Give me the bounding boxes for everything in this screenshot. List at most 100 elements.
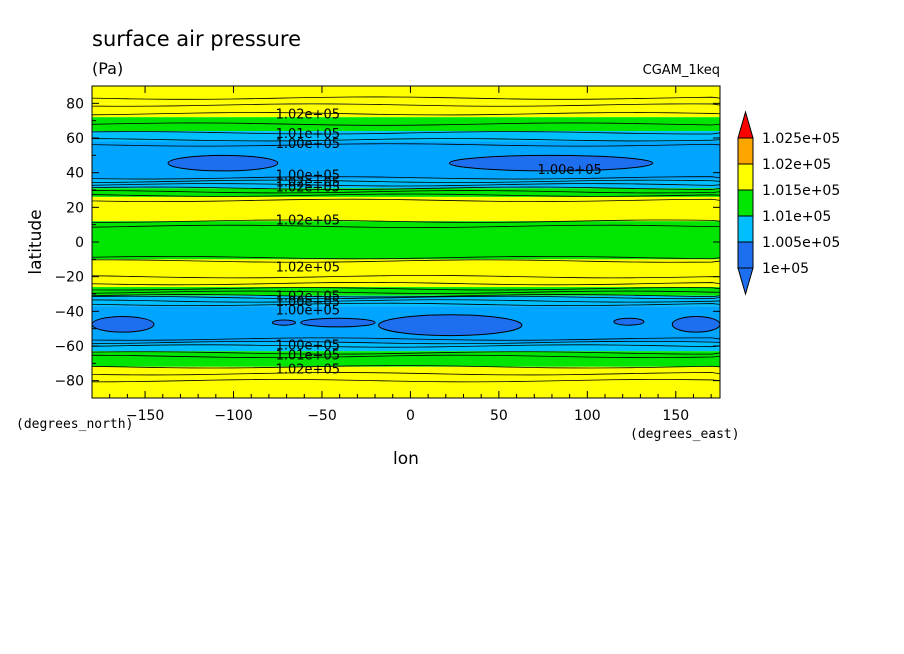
colorbar-label: 1.025e+05 bbox=[762, 131, 840, 147]
x-axis: −150 −100 −50 0 50 100 150 bbox=[109, 86, 712, 424]
chart-title: surface air pressure bbox=[92, 27, 301, 51]
contour-line bbox=[91, 299, 721, 303]
x-tick-label: −50 bbox=[307, 408, 337, 424]
contour-line bbox=[91, 372, 721, 376]
contour-line bbox=[91, 337, 721, 341]
colorbar-extend-top bbox=[737, 110, 754, 139]
y-tick-label: 60 bbox=[66, 131, 84, 147]
y-tick-label: 80 bbox=[66, 96, 84, 112]
field-band bbox=[92, 366, 720, 398]
contour-line bbox=[91, 198, 721, 203]
contour-line bbox=[91, 224, 721, 229]
contour-line bbox=[91, 219, 721, 223]
colorbar-segment bbox=[737, 189, 754, 217]
low-pressure-cell bbox=[271, 319, 296, 326]
x-tick-label: 50 bbox=[490, 408, 508, 424]
colorbar-segment bbox=[737, 137, 754, 165]
contour-line bbox=[91, 379, 721, 383]
x-tick-label: 150 bbox=[662, 408, 689, 424]
y-tick-label: 0 bbox=[75, 235, 84, 251]
contour-label: 1.00e+05 bbox=[276, 338, 340, 353]
field-band bbox=[92, 295, 720, 307]
colorbar-label: 1.005e+05 bbox=[762, 235, 840, 251]
field-band bbox=[92, 179, 720, 189]
contour-line bbox=[91, 344, 721, 348]
contour-line bbox=[91, 302, 721, 307]
contour-label: 1.02e+05 bbox=[276, 260, 340, 275]
contour-line bbox=[91, 255, 721, 260]
contour-label: 1.02e+05 bbox=[276, 175, 340, 190]
colorbar-label: 1.02e+05 bbox=[762, 157, 831, 173]
y-axis-label: latitude bbox=[26, 209, 46, 274]
contour-line bbox=[91, 112, 721, 116]
contour-line bbox=[91, 190, 721, 194]
x-tick-label: −100 bbox=[214, 408, 252, 424]
contour-line bbox=[91, 176, 721, 180]
contour-label: 1.02e+05 bbox=[276, 213, 340, 228]
low-pressure-cell bbox=[378, 314, 523, 337]
contour-line bbox=[91, 131, 721, 135]
contour-label: 1.00e+05 bbox=[276, 295, 340, 310]
contour-line bbox=[91, 193, 721, 197]
contour-label: 1.02e+05 bbox=[276, 363, 340, 378]
contour-labels: 1.02e+051.01e+051.00e+051.00e+051.00e+05… bbox=[276, 108, 602, 378]
colorbar-label: 1.01e+05 bbox=[762, 209, 831, 225]
contour-label: 1.01e+05 bbox=[276, 127, 340, 142]
dataset-label: CGAM_1keq bbox=[643, 63, 720, 78]
low-pressure-cell bbox=[300, 317, 376, 328]
x-tick-label: 100 bbox=[574, 408, 601, 424]
y-tick-label: 20 bbox=[66, 200, 84, 216]
contour-label: 1.02e+05 bbox=[276, 181, 340, 196]
contour-line bbox=[91, 275, 721, 279]
contour-label: 1.00e+05 bbox=[537, 163, 601, 178]
contour-line bbox=[91, 287, 721, 291]
contour-label: 1.00e+05 bbox=[276, 137, 340, 152]
contour-line bbox=[91, 143, 721, 147]
contour-label: 1.00e+05 bbox=[276, 168, 340, 183]
colorbar: 1.025e+05 1.02e+05 1.015e+05 1.01e+05 1.005e… bbox=[737, 110, 840, 296]
field-band bbox=[92, 188, 720, 197]
contour-line bbox=[91, 103, 721, 107]
contour-line bbox=[91, 351, 721, 355]
field-band bbox=[92, 86, 720, 104]
contour-line bbox=[91, 186, 721, 190]
x-units-label: (degrees_east) bbox=[630, 427, 740, 442]
x-tick-label: −150 bbox=[126, 408, 164, 424]
contour-line bbox=[91, 122, 721, 126]
contour-line bbox=[91, 282, 721, 286]
y-tick-label: −60 bbox=[54, 339, 84, 355]
colorbar-segment bbox=[737, 241, 754, 269]
colorbar-segment bbox=[737, 215, 754, 243]
contour-line bbox=[91, 295, 721, 300]
colorbar-label: 1e+05 bbox=[762, 261, 809, 277]
y-tick-label: −80 bbox=[54, 374, 84, 390]
field-band bbox=[92, 131, 720, 142]
field-band bbox=[92, 103, 720, 118]
low-pressure-cell bbox=[671, 316, 721, 333]
y-tick-label: −20 bbox=[54, 270, 84, 286]
low-pressure-cell bbox=[91, 316, 155, 333]
colorbar-label: 1.015e+05 bbox=[762, 183, 840, 199]
field-band bbox=[92, 221, 720, 260]
field-band bbox=[92, 117, 720, 132]
contour-label: 1.01e+05 bbox=[276, 349, 340, 364]
contour-line bbox=[91, 96, 721, 100]
y-tick-label: 40 bbox=[66, 166, 84, 182]
colorbar-extend-bottom bbox=[737, 267, 754, 296]
y-units-label: (degrees_north) bbox=[16, 417, 133, 432]
contour-line bbox=[91, 290, 721, 294]
contour-line bbox=[91, 183, 721, 187]
field-band bbox=[92, 351, 720, 367]
contour-label: 1.02e+05 bbox=[276, 290, 340, 305]
units-label: (Pa) bbox=[92, 59, 123, 78]
contour-line bbox=[91, 259, 721, 263]
contour-label: 1.02e+05 bbox=[276, 108, 340, 123]
contour-line bbox=[91, 365, 721, 369]
contour-line bbox=[91, 294, 721, 298]
y-tick-label: −40 bbox=[54, 304, 84, 320]
contour-line bbox=[91, 354, 721, 359]
x-axis-label: lon bbox=[393, 449, 419, 469]
contour-line bbox=[91, 179, 721, 183]
contour-lines bbox=[91, 96, 721, 383]
